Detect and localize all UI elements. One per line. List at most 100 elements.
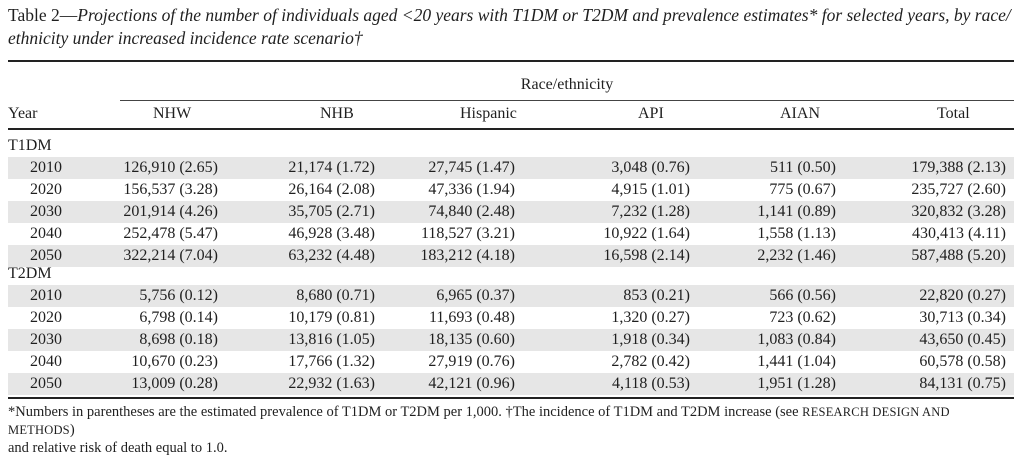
value-cell: 22,820 (0.27) bbox=[919, 287, 1006, 304]
year-cell: 2050 bbox=[30, 247, 62, 264]
value-cell: 43,650 (0.45) bbox=[919, 331, 1006, 348]
column-header-total: Total bbox=[937, 105, 970, 122]
race-ethnicity-header: Race/ethnicity bbox=[520, 76, 614, 93]
year-cell: 2030 bbox=[30, 203, 62, 220]
column-header-api: API bbox=[638, 105, 664, 122]
table-row: 2050 322,214 (7.04) 63,232 (4.48) 183,212 (… bbox=[8, 245, 1014, 267]
footnote-part2: ) bbox=[69, 422, 75, 438]
value-cell: 11,693 (0.48) bbox=[428, 309, 515, 326]
footnote-part1: *Numbers in parentheses are the estimate… bbox=[8, 404, 803, 420]
table-row: 2040 252,478 (5.47) 46,928 (3.48) 118,527 (… bbox=[8, 223, 1014, 245]
value-cell: 16,598 (2.14) bbox=[603, 247, 690, 264]
value-cell: 63,232 (4.48) bbox=[288, 247, 375, 264]
table-row: 2020 156,537 (3.28) 26,164 (2.08) 47,336 (1… bbox=[8, 179, 1014, 201]
value-cell: 30,713 (0.34) bbox=[919, 309, 1006, 326]
value-cell: 853 (0.21) bbox=[623, 287, 690, 304]
value-cell: 566 (0.56) bbox=[769, 287, 836, 304]
value-cell: 13,816 (1.05) bbox=[288, 331, 375, 348]
value-cell: 10,670 (0.23) bbox=[131, 353, 218, 370]
value-cell: 322,214 (7.04) bbox=[123, 247, 218, 264]
table-row: 2040 10,670 (0.23) 17,766 (1.32) 27,919 (0.… bbox=[8, 351, 1014, 373]
column-header-nhw: NHW bbox=[153, 105, 192, 122]
table-row: 2010 5,756 (0.12) 8,680 (0.71) 6,965 (0.37)… bbox=[8, 285, 1014, 307]
table-row: 2010 126,910 (2.65) 21,174 (1.72) 27,745 (1… bbox=[8, 157, 1014, 179]
value-cell: 10,922 (1.64) bbox=[603, 225, 690, 242]
value-cell: 1,083 (0.84) bbox=[757, 331, 836, 348]
value-cell: 430,413 (4.11) bbox=[911, 225, 1006, 242]
column-header-row: Year NHW NHB Hispanic API AIAN Total bbox=[8, 105, 1014, 127]
group-label-t2dm: T2DM bbox=[8, 265, 52, 282]
column-header-hispanic: Hispanic bbox=[460, 105, 517, 122]
value-cell: 723 (0.62) bbox=[769, 309, 836, 326]
value-cell: 22,932 (1.63) bbox=[288, 375, 375, 392]
value-cell: 27,919 (0.76) bbox=[428, 353, 515, 370]
value-cell: 1,320 (0.27) bbox=[611, 309, 690, 326]
value-cell: 74,840 (2.48) bbox=[428, 203, 515, 220]
value-cell: 1,918 (0.34) bbox=[611, 331, 690, 348]
value-cell: 775 (0.67) bbox=[769, 181, 836, 198]
value-cell: 126,910 (2.65) bbox=[123, 159, 218, 176]
value-cell: 8,698 (0.18) bbox=[139, 331, 218, 348]
bottom-rule bbox=[8, 397, 1014, 399]
value-cell: 8,680 (0.71) bbox=[296, 287, 375, 304]
year-cell: 2010 bbox=[30, 159, 62, 176]
table-caption: Table 2—Projections of the number of ind… bbox=[8, 4, 1018, 50]
group-label-t1dm: T1DM bbox=[8, 137, 52, 154]
value-cell: 35,705 (2.71) bbox=[288, 203, 375, 220]
value-cell: 156,537 (3.28) bbox=[123, 181, 218, 198]
value-cell: 118,527 (3.21) bbox=[420, 225, 515, 242]
year-cell: 2020 bbox=[30, 309, 62, 326]
value-cell: 84,131 (0.75) bbox=[919, 375, 1006, 392]
year-cell: 2030 bbox=[30, 331, 62, 348]
value-cell: 17,766 (1.32) bbox=[288, 353, 375, 370]
value-cell: 6,798 (0.14) bbox=[139, 309, 218, 326]
value-cell: 1,141 (0.89) bbox=[757, 203, 836, 220]
value-cell: 1,441 (1.04) bbox=[757, 353, 836, 370]
value-cell: 4,915 (1.01) bbox=[611, 181, 690, 198]
year-cell: 2040 bbox=[30, 353, 62, 370]
value-cell: 2,782 (0.42) bbox=[611, 353, 690, 370]
table-row: 2020 6,798 (0.14) 10,179 (0.81) 11,693 (0.4… bbox=[8, 307, 1014, 329]
value-cell: 252,478 (5.47) bbox=[123, 225, 218, 242]
table-row: 2030 8,698 (0.18) 13,816 (1.05) 18,135 (0.6… bbox=[8, 329, 1014, 351]
value-cell: 587,488 (5.20) bbox=[911, 247, 1006, 264]
value-cell: 18,135 (0.60) bbox=[428, 331, 515, 348]
column-header-aian: AIAN bbox=[780, 105, 820, 122]
value-cell: 13,009 (0.28) bbox=[131, 375, 218, 392]
value-cell: 6,965 (0.37) bbox=[436, 287, 515, 304]
caption-label: Table 2— bbox=[8, 5, 78, 25]
value-cell: 60,578 (0.58) bbox=[919, 353, 1006, 370]
table-footnote: *Numbers in parentheses are the estimate… bbox=[8, 403, 1018, 457]
year-cell: 2020 bbox=[30, 181, 62, 198]
value-cell: 320,832 (3.28) bbox=[911, 203, 1006, 220]
value-cell: 10,179 (0.81) bbox=[288, 309, 375, 326]
table-row: 2030 201,914 (4.26) 35,705 (2.71) 74,840 (2… bbox=[8, 201, 1014, 223]
year-cell: 2010 bbox=[30, 287, 62, 304]
value-cell: 201,914 (4.26) bbox=[123, 203, 218, 220]
value-cell: 46,928 (3.48) bbox=[288, 225, 375, 242]
year-cell: 2050 bbox=[30, 375, 62, 392]
table-row: 2050 13,009 (0.28) 22,932 (1.63) 42,121 (0.… bbox=[8, 373, 1014, 395]
header-rule bbox=[8, 128, 1014, 130]
value-cell: 183,212 (4.18) bbox=[420, 247, 515, 264]
value-cell: 5,756 (0.12) bbox=[139, 287, 218, 304]
value-cell: 235,727 (2.60) bbox=[911, 181, 1006, 198]
race-ethnicity-rule bbox=[120, 100, 1014, 101]
column-header-nhb: NHB bbox=[320, 105, 354, 122]
value-cell: 3,048 (0.76) bbox=[611, 159, 690, 176]
table-page: Table 2—Projections of the number of ind… bbox=[8, 4, 1018, 456]
value-cell: 47,336 (1.94) bbox=[428, 181, 515, 198]
column-header-year: Year bbox=[8, 105, 38, 122]
caption-text: Projections of the number of individuals… bbox=[8, 5, 1011, 48]
value-cell: 1,558 (1.13) bbox=[757, 225, 836, 242]
value-cell: 4,118 (0.53) bbox=[611, 375, 690, 392]
value-cell: 2,232 (1.46) bbox=[757, 247, 836, 264]
value-cell: 42,121 (0.96) bbox=[428, 375, 515, 392]
value-cell: 27,745 (1.47) bbox=[428, 159, 515, 176]
year-cell: 2040 bbox=[30, 225, 62, 242]
footnote-line2: and relative risk of death equal to 1.0. bbox=[8, 440, 228, 456]
top-rule bbox=[8, 60, 1014, 62]
footnote-smallcaps: RESEARCH DESIGN AND METHODS bbox=[8, 405, 950, 437]
value-cell: 1,951 (1.28) bbox=[757, 375, 836, 392]
value-cell: 511 (0.50) bbox=[769, 159, 836, 176]
